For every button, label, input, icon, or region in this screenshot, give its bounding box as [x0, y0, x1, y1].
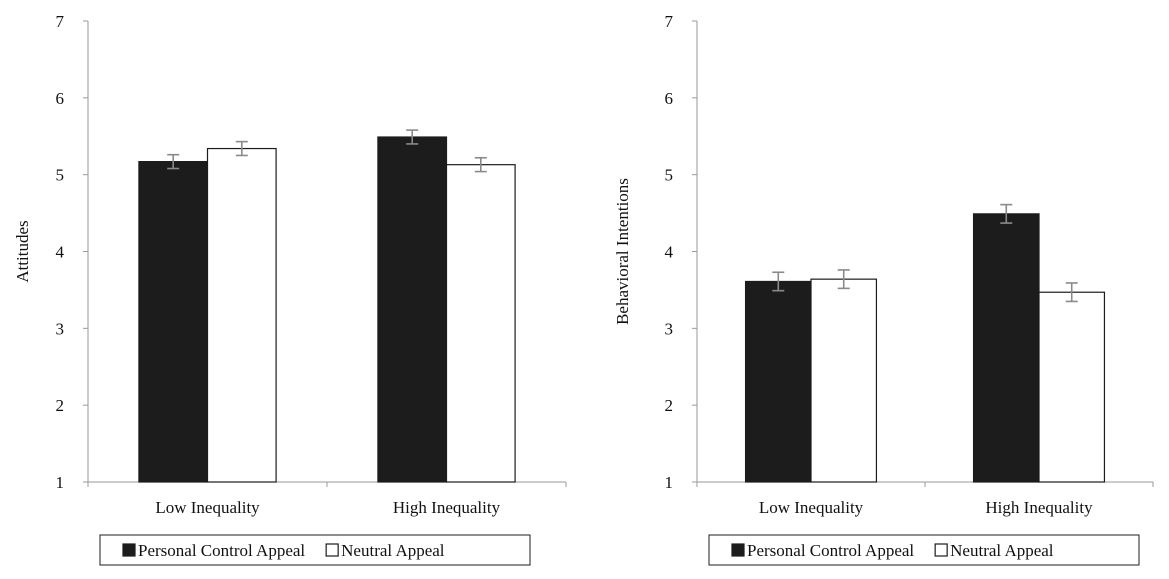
- legend-label-neutral-appeal: Neutral Appeal: [341, 541, 445, 560]
- y-tick-label: 2: [56, 396, 65, 415]
- y-tick-label: 6: [665, 89, 674, 108]
- y-tick-label: 4: [665, 243, 674, 262]
- legend: Personal Control Appeal Neutral Appeal: [99, 534, 531, 566]
- y-tick-label: 5: [56, 166, 65, 185]
- y-axis-title: Behavioral Intentions: [613, 178, 632, 325]
- legend-box: [708, 534, 1140, 566]
- x-category-label: High Inequality: [393, 498, 501, 517]
- legend-swatch-neutral-appeal: [325, 543, 339, 557]
- y-tick-label: 4: [56, 243, 65, 262]
- y-tick-label: 3: [56, 319, 65, 338]
- attitudes-chart-panel: 1 2 3 4 5 6 7 Low Inequality High Inequality Atti…: [13, 12, 567, 566]
- legend-swatch-personal-control-appeal: [731, 543, 745, 557]
- legend-label-neutral-appeal: Neutral Appeal: [950, 541, 1054, 560]
- behavioral-intentions-chart-panel: 1 2 3 4 5 6 7 Low Inequality High Inequality Beha…: [613, 12, 1154, 566]
- bar-neutral-appeal-high-inequality: [445, 164, 516, 483]
- y-axis-title: Attitudes: [13, 220, 32, 282]
- bar-neutral-appeal-low-inequality: [810, 278, 878, 483]
- bar-neutral-appeal-high-inequality: [1038, 291, 1106, 483]
- x-category-label: Low Inequality: [759, 498, 864, 517]
- y-tick-label: 7: [665, 12, 674, 31]
- bar-personal-control-appeal-high-inequality: [377, 136, 448, 483]
- legend: Personal Control Appeal Neutral Appeal: [708, 534, 1140, 566]
- bar-personal-control-appeal-low-inequality: [744, 280, 812, 483]
- legend-box: [99, 534, 531, 566]
- y-tick-label: 7: [56, 12, 65, 31]
- x-category-label: Low Inequality: [155, 498, 260, 517]
- y-tick-label: 6: [56, 89, 65, 108]
- y-tick-label: 2: [665, 396, 674, 415]
- bar-personal-control-appeal-low-inequality: [138, 161, 209, 483]
- x-category-label: High Inequality: [985, 498, 1093, 517]
- y-tick-label: 5: [665, 166, 674, 185]
- legend-label-personal-control-appeal: Personal Control Appeal: [747, 541, 914, 560]
- y-tick-label: 3: [665, 319, 674, 338]
- y-tick-label: 1: [665, 473, 674, 492]
- y-tick-label: 1: [56, 473, 65, 492]
- legend-label-personal-control-appeal: Personal Control Appeal: [138, 541, 305, 560]
- bar-personal-control-appeal-high-inequality: [972, 213, 1040, 483]
- legend-swatch-neutral-appeal: [934, 543, 948, 557]
- legend-swatch-personal-control-appeal: [122, 543, 136, 557]
- bar-neutral-appeal-low-inequality: [206, 147, 277, 483]
